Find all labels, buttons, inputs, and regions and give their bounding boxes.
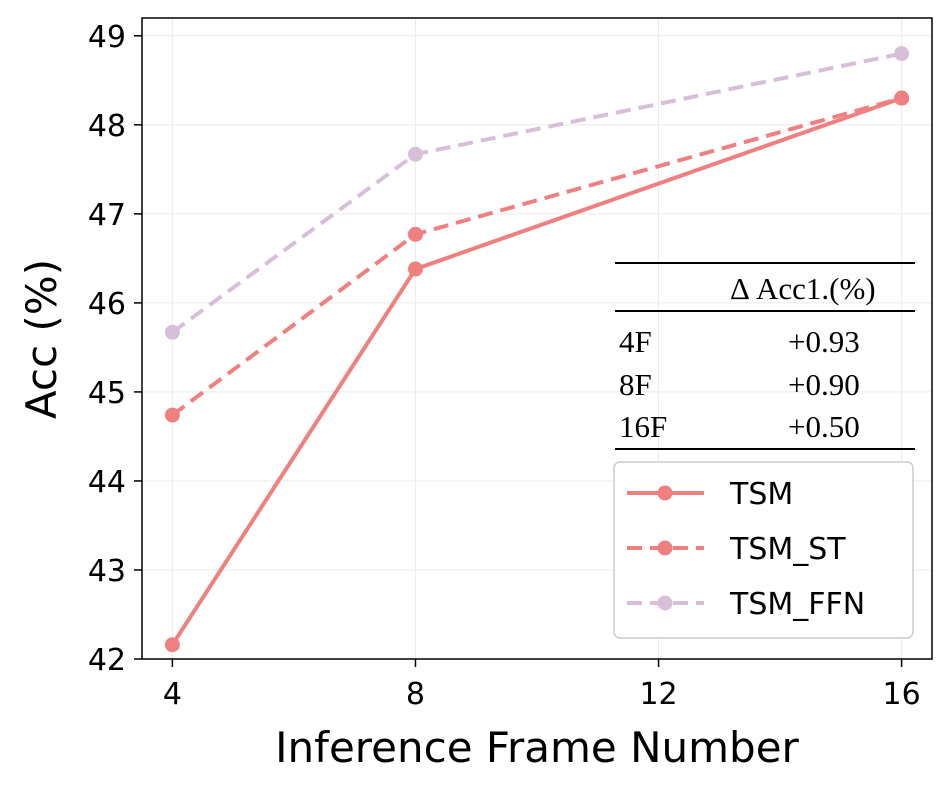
table-row-value-8f: +0.90 — [788, 367, 860, 402]
y-tick-label: 44 — [88, 465, 126, 500]
table-row-label-8f: 8F — [619, 367, 652, 402]
legend: TSM TSM_ST TSM_FFN — [613, 461, 914, 639]
table-row-value-16f: +0.50 — [788, 409, 860, 444]
table-header-delta-acc: Δ Acc1.(%) — [730, 271, 876, 306]
y-tick-label: 46 — [88, 287, 126, 322]
legend-label-tsm: TSM — [729, 477, 793, 512]
legend-marker-tsm-ffn — [657, 595, 673, 611]
data-point-tsm-ffn — [164, 324, 180, 340]
inset-table: Δ Acc1.(%) 4F +0.93 8F +0.90 16F +0.50 — [615, 262, 915, 450]
y-tick-label: 49 — [88, 20, 126, 55]
table-row-label-4f: 4F — [619, 324, 652, 359]
plot-frame — [141, 17, 933, 660]
y-tick-label: 45 — [88, 376, 126, 411]
x-tick-label: 16 — [883, 677, 921, 712]
legend-marker-tsm — [657, 485, 673, 501]
x-axis-title: Inference Frame Number — [275, 723, 799, 772]
legend-marker-tsm-st — [657, 540, 673, 556]
x-tick-label: 4 — [163, 677, 182, 712]
y-tick-label: 48 — [88, 109, 126, 144]
table-row-value-4f: +0.93 — [788, 324, 860, 359]
data-point-tsm-st — [407, 226, 423, 242]
data-point-tsm-ffn — [894, 46, 910, 62]
series-layer — [164, 46, 910, 653]
y-tick-label: 47 — [88, 198, 126, 233]
data-point-tsm-ffn — [407, 146, 423, 162]
y-tick-label: 43 — [88, 554, 126, 589]
legend-label-tsm-st: TSM_ST — [729, 532, 846, 567]
x-tick-label: 8 — [406, 677, 425, 712]
legend-label-tsm-ffn: TSM_FFN — [729, 587, 865, 622]
x-tick-label: 12 — [639, 677, 677, 712]
data-point-tsm-st — [164, 407, 180, 423]
y-tick-label: 42 — [88, 643, 126, 678]
legend-box — [613, 461, 914, 639]
y-axis-title: Acc (%) — [17, 259, 66, 419]
data-point-tsm — [407, 261, 423, 277]
data-point-tsm-st — [894, 90, 910, 106]
table-row-label-16f: 16F — [619, 409, 667, 444]
data-point-tsm — [164, 637, 180, 653]
legend-items: TSM TSM_ST TSM_FFN — [627, 477, 865, 622]
